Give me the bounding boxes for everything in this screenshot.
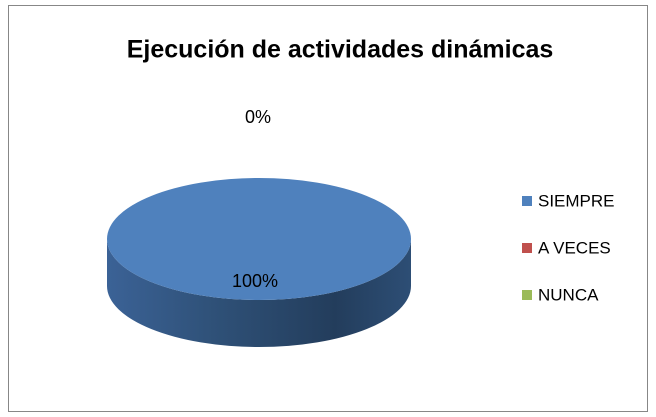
legend-swatch — [522, 196, 532, 206]
chart-title: Ejecución de actividades dinámicas — [127, 36, 554, 64]
legend-swatch — [522, 243, 532, 253]
pie-slice — [107, 178, 411, 300]
legend-label: A VECES — [538, 238, 611, 257]
legend-label: SIEMPRE — [538, 191, 615, 210]
data-label: 0% — [245, 107, 271, 127]
pie-slice-side — [107, 239, 411, 347]
data-label: 100% — [232, 271, 278, 291]
legend-label: NUNCA — [538, 285, 599, 304]
legend-swatch — [522, 290, 532, 300]
